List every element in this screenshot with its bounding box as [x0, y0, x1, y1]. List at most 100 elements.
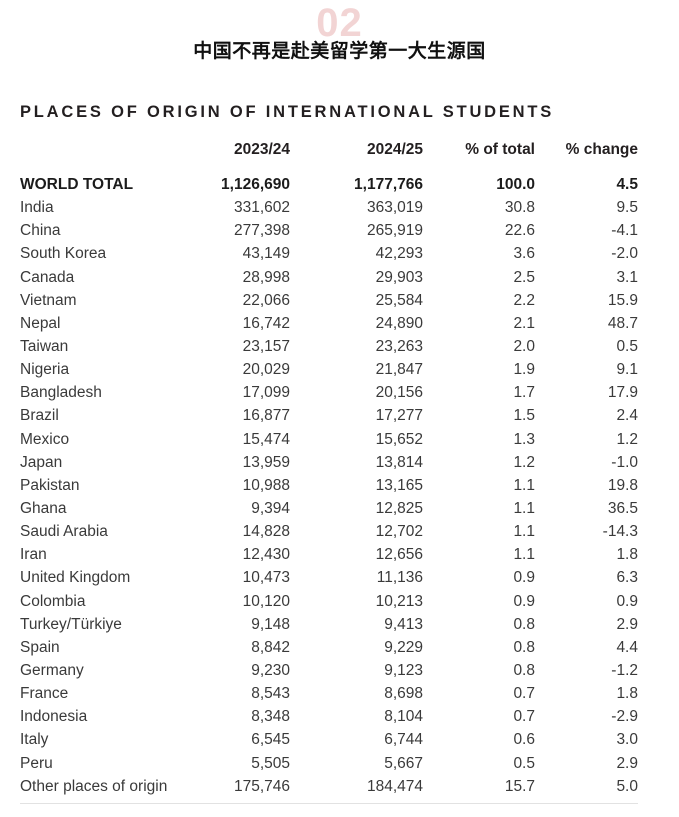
row-value-2024-25: 12,656 [375, 546, 423, 564]
row-place-label: Japan [20, 453, 63, 471]
table-row: Other places of origin 175,746 184,474 15.7… [20, 775, 638, 798]
table-row: Mexico 15,474 15,652 1.3 1.2 [20, 428, 638, 451]
table-row: Taiwan 23,157 23,263 2.0 0.5 [20, 335, 638, 358]
row-place-label: Vietnam [20, 291, 77, 309]
row-place-label: Germany [20, 661, 84, 679]
row-value-2024-25: 15,652 [375, 430, 423, 448]
places-of-origin-section: PLACES OF ORIGIN OF INTERNATIONAL STUDEN… [20, 103, 638, 804]
row-value-pct-of-total: 1.1 [513, 476, 535, 494]
row-value-2023-24: 9,148 [251, 615, 290, 633]
row-value-2024-25: 9,229 [384, 638, 423, 656]
row-value-pct-change: 1.8 [616, 546, 638, 564]
table-row: Nepal 16,742 24,890 2.1 48.7 [20, 312, 638, 335]
table-row: United Kingdom 10,473 11,136 0.9 6.3 [20, 566, 638, 589]
row-value-pct-of-total: 0.5 [513, 754, 535, 772]
row-value-pct-of-total: 2.0 [513, 337, 535, 355]
table-row: Pakistan 10,988 13,165 1.1 19.8 [20, 474, 638, 497]
row-place-label: Indonesia [20, 708, 88, 726]
row-value-2024-25: 13,165 [375, 476, 423, 494]
row-value-pct-of-total: 30.8 [504, 199, 535, 217]
row-place-label: Canada [20, 268, 75, 286]
row-place-label: South Korea [20, 245, 107, 263]
row-place-label: Colombia [20, 592, 86, 610]
table-row: India 331,602 363,019 30.8 9.5 [20, 196, 638, 219]
row-place-label: Italy [20, 731, 49, 749]
row-value-2023-24: 14,828 [242, 523, 290, 541]
row-value-pct-of-total: 0.7 [513, 708, 535, 726]
row-value-2023-24: 5,505 [251, 754, 290, 772]
row-value-2024-25: 25,584 [375, 291, 423, 309]
row-value-2024-25: 1,177,766 [354, 176, 423, 193]
table-row: Saudi Arabia 14,828 12,702 1.1 -14.3 [20, 520, 638, 543]
row-value-pct-of-total: 1.7 [513, 384, 535, 402]
table-body: WORLD TOTAL 1,126,690 1,177,766 100.0 4.5 Ind… [20, 173, 638, 798]
table-row: Germany 9,230 9,123 0.8 -1.2 [20, 659, 638, 682]
row-value-2023-24: 10,120 [242, 592, 290, 610]
table-row: Nigeria 20,029 21,847 1.9 9.1 [20, 358, 638, 381]
row-value-2024-25: 17,277 [375, 407, 423, 425]
table-row: Vietnam 22,066 25,584 2.2 15.9 [20, 289, 638, 312]
row-value-2023-24: 8,543 [251, 685, 290, 703]
table-row: Italy 6,545 6,744 0.6 3.0 [20, 728, 638, 751]
row-value-2024-25: 9,123 [384, 661, 423, 679]
row-value-pct-change: 0.5 [616, 337, 638, 355]
row-value-pct-change: 6.3 [616, 569, 638, 587]
table-row: Canada 28,998 29,903 2.5 3.1 [20, 266, 638, 289]
row-value-pct-change: 4.5 [616, 176, 638, 193]
row-value-2023-24: 20,029 [242, 361, 290, 379]
column-header-pct-change: % change [565, 141, 638, 158]
row-value-pct-of-total: 1.9 [513, 361, 535, 379]
row-value-pct-change: -1.2 [611, 661, 638, 679]
row-value-2024-25: 24,890 [375, 314, 423, 332]
row-value-pct-change: 15.9 [607, 291, 638, 309]
row-value-2023-24: 6,545 [251, 731, 290, 749]
row-value-2024-25: 11,136 [376, 569, 423, 587]
row-place-label: China [20, 222, 61, 240]
row-value-2024-25: 8,698 [384, 685, 423, 703]
row-value-2023-24: 22,066 [242, 291, 290, 309]
table-bottom-rule [20, 802, 638, 804]
row-value-2024-25: 9,413 [384, 615, 423, 633]
row-place-label: Nepal [20, 314, 61, 332]
row-place-label: Brazil [20, 407, 59, 425]
row-place-label: WORLD TOTAL [20, 176, 134, 193]
row-value-pct-change: -2.0 [611, 245, 638, 263]
row-value-pct-change: 36.5 [607, 499, 638, 517]
table-title: PLACES OF ORIGIN OF INTERNATIONAL STUDEN… [20, 103, 555, 121]
row-value-pct-of-total: 1.3 [513, 430, 535, 448]
row-value-pct-change: 19.8 [607, 476, 638, 494]
row-value-pct-of-total: 0.9 [513, 569, 535, 587]
row-value-2024-25: 10,213 [375, 592, 423, 610]
row-place-label: United Kingdom [20, 569, 131, 587]
section-number: 02 [316, 1, 363, 45]
row-value-2024-25: 13,814 [375, 453, 423, 471]
row-value-pct-of-total: 2.2 [513, 291, 535, 309]
row-value-pct-of-total: 3.6 [513, 245, 535, 263]
row-value-2024-25: 12,702 [375, 523, 423, 541]
row-value-2024-25: 5,667 [384, 754, 423, 772]
row-value-2023-24: 9,230 [251, 661, 290, 679]
row-value-2023-24: 175,746 [233, 777, 290, 795]
row-place-label: Bangladesh [20, 384, 102, 402]
row-value-2024-25: 265,919 [366, 222, 423, 240]
row-value-pct-change: 0.9 [616, 592, 638, 610]
row-value-pct-of-total: 15.7 [504, 777, 535, 795]
row-value-2023-24: 1,126,690 [221, 176, 290, 193]
page-title: 中国不再是赴美留学第一大生源国 [193, 41, 486, 62]
row-value-pct-change: 9.5 [616, 199, 638, 217]
table-row: Peru 5,505 5,667 0.5 2.9 [20, 752, 638, 775]
row-value-2024-25: 21,847 [375, 361, 423, 379]
row-value-pct-change: -4.1 [611, 222, 638, 240]
row-value-2023-24: 43,149 [242, 245, 290, 263]
table-row: Turkey/Türkiye 9,148 9,413 0.8 2.9 [20, 613, 638, 636]
row-value-pct-of-total: 0.8 [513, 661, 535, 679]
row-value-pct-change: 1.8 [616, 685, 638, 703]
row-value-pct-of-total: 22.6 [504, 222, 535, 240]
row-value-pct-of-total: 0.8 [513, 638, 535, 656]
table-row: Bangladesh 17,099 20,156 1.7 17.9 [20, 381, 638, 404]
row-value-pct-change: 2.4 [616, 407, 638, 425]
row-value-2024-25: 184,474 [366, 777, 423, 795]
row-value-pct-of-total: 0.7 [513, 685, 535, 703]
row-value-2023-24: 15,474 [242, 430, 290, 448]
